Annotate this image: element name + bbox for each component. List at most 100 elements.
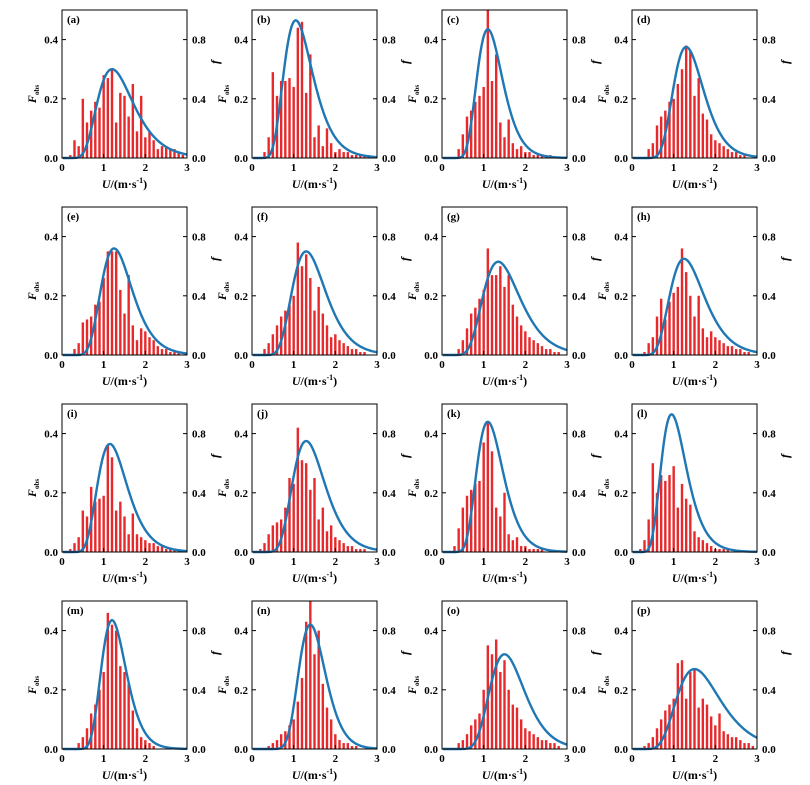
- panel-label: (p): [637, 605, 651, 617]
- panel-label: (o): [447, 605, 460, 617]
- left-tick-label: 0.0: [424, 350, 438, 362]
- bar: [144, 137, 147, 158]
- bar: [98, 107, 101, 158]
- bar: [94, 101, 97, 158]
- right-tick-label: 0.8: [192, 35, 206, 47]
- x-axis-unit: /(m·s: [300, 571, 327, 585]
- bar: [739, 740, 742, 749]
- bar: [676, 663, 680, 749]
- left-axis-subscript: obs: [603, 479, 611, 489]
- bar: [94, 704, 97, 749]
- left-axis-title: Fobs: [595, 676, 611, 695]
- x-axis-unit: /(m·s: [680, 177, 707, 191]
- bar: [651, 337, 655, 355]
- bar: [528, 152, 531, 158]
- bar: [709, 134, 713, 158]
- left-tick-label: 0.2: [44, 291, 58, 303]
- x-tick-label: 1: [481, 359, 487, 371]
- bar: [350, 746, 354, 749]
- bar: [486, 421, 490, 552]
- bar: [69, 155, 72, 158]
- bar: [284, 507, 287, 552]
- x-tick-label: 1: [101, 162, 107, 174]
- bar: [494, 275, 498, 355]
- right-axis-title: f: [398, 650, 412, 655]
- right-axis-symbol: f: [778, 650, 792, 655]
- bar: [536, 549, 540, 552]
- x-tick-label: 3: [184, 359, 190, 371]
- bar: [173, 149, 176, 158]
- bar: [709, 716, 713, 749]
- bar: [334, 734, 337, 749]
- right-axis-symbol: f: [778, 453, 792, 458]
- x-tick-label: 0: [439, 753, 445, 765]
- bar: [664, 710, 667, 749]
- bar: [532, 734, 535, 749]
- right-tick-label: 0.8: [572, 626, 586, 638]
- left-tick-label: 0.2: [614, 488, 628, 500]
- left-axis-symbol: F: [215, 95, 229, 104]
- bar: [263, 349, 266, 355]
- x-tick-label: 0: [629, 359, 635, 371]
- bar: [292, 719, 295, 749]
- bar: [354, 549, 358, 552]
- bar: [169, 352, 172, 355]
- bar: [338, 149, 341, 158]
- right-tick-label: 0.8: [572, 35, 586, 47]
- bar: [540, 346, 544, 355]
- x-tick-label: 2: [333, 556, 339, 568]
- bar: [457, 528, 460, 552]
- bar: [114, 251, 118, 355]
- right-axis-title: f: [778, 453, 792, 458]
- left-tick-label: 0.4: [44, 429, 58, 441]
- bar: [271, 334, 275, 355]
- bar: [304, 621, 308, 749]
- bar: [313, 137, 316, 158]
- x-axis-symbol: U: [672, 571, 682, 585]
- bar: [701, 113, 705, 158]
- bar: [540, 549, 544, 552]
- bar: [309, 601, 312, 749]
- bar: [85, 728, 89, 749]
- bar: [164, 146, 168, 158]
- panel-label: (d): [637, 14, 651, 26]
- x-tick-label: 1: [671, 359, 677, 371]
- x-tick-label: 0: [629, 753, 635, 765]
- right-tick-label: 0.0: [382, 350, 396, 362]
- bar: [553, 352, 556, 355]
- bar: [714, 140, 717, 158]
- bar: [309, 489, 312, 552]
- x-tick-label: 2: [143, 753, 149, 765]
- x-axis-title: U/(m·s-1): [102, 570, 147, 585]
- bar: [102, 672, 105, 749]
- bar: [144, 540, 147, 552]
- left-axis-subscript: obs: [413, 282, 421, 292]
- left-axis-title: Fobs: [595, 282, 611, 301]
- right-axis-title: f: [208, 453, 222, 458]
- left-axis-title: Fobs: [215, 479, 231, 498]
- right-tick-label: 0.4: [572, 685, 586, 697]
- bar: [511, 143, 515, 158]
- bar: [515, 316, 519, 355]
- right-tick-label: 0.4: [762, 488, 776, 500]
- right-axis-title: f: [398, 453, 412, 458]
- x-axis-symbol: U: [672, 177, 682, 191]
- bar: [169, 149, 172, 158]
- bar: [271, 743, 275, 749]
- bar: [465, 495, 469, 552]
- right-tick-label: 0.0: [192, 547, 206, 559]
- bar: [292, 295, 295, 355]
- bar: [557, 352, 560, 355]
- bar: [697, 78, 700, 158]
- x-axis-title: U/(m·s-1): [672, 176, 717, 191]
- x-axis-title: U/(m·s-1): [102, 767, 147, 782]
- x-axis-title: U/(m·s-1): [292, 767, 337, 782]
- x-axis-unit: /(m·s: [490, 571, 517, 585]
- right-tick-label: 0.0: [382, 547, 396, 559]
- bar: [131, 84, 135, 158]
- left-tick-label: 0.2: [424, 291, 438, 303]
- left-axis-title: Fobs: [25, 676, 41, 695]
- right-axis-title: f: [208, 59, 222, 64]
- bar: [684, 45, 688, 158]
